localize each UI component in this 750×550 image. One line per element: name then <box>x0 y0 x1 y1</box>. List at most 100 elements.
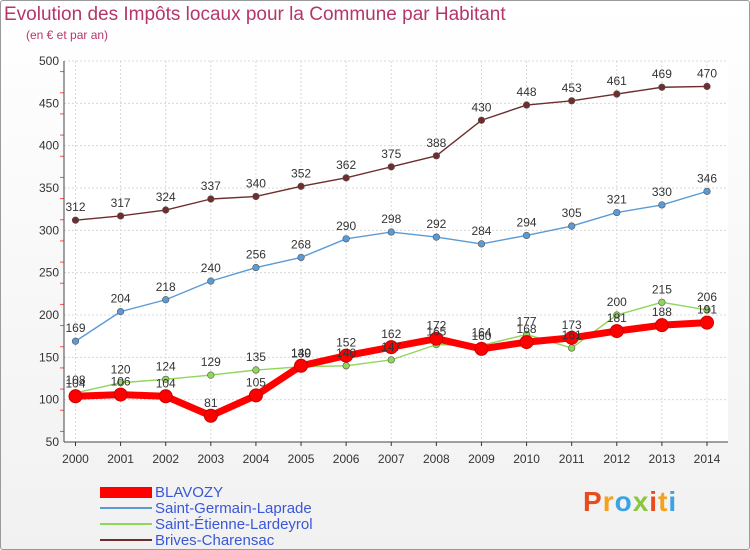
data-label: 177 <box>517 314 537 328</box>
x-tick-label: 2005 <box>288 452 315 466</box>
data-label: 165 <box>426 325 446 339</box>
data-point <box>117 379 125 387</box>
data-label: 321 <box>607 193 627 207</box>
data-point <box>613 90 621 98</box>
data-point <box>252 263 260 272</box>
logo-letter: o <box>614 486 633 517</box>
data-label: 461 <box>607 74 627 88</box>
data-label: 305 <box>562 206 582 220</box>
data-label: 298 <box>381 212 401 226</box>
x-tick-label: 2004 <box>243 452 270 466</box>
data-point <box>162 375 170 383</box>
y-tick-label: 250 <box>39 266 59 280</box>
x-tick-label: 2007 <box>378 452 405 466</box>
logo-letter: t <box>658 486 669 517</box>
data-label: 256 <box>246 248 266 262</box>
data-label: 292 <box>426 217 446 231</box>
data-label: 104 <box>156 376 176 390</box>
data-point <box>71 216 80 224</box>
data-point <box>474 341 489 356</box>
data-point <box>248 388 263 403</box>
data-point <box>294 358 309 373</box>
data-point <box>658 83 666 91</box>
data-point <box>613 208 621 217</box>
data-point <box>207 195 215 203</box>
data-label: 284 <box>471 224 491 238</box>
data-point <box>700 315 714 330</box>
data-label: 106 <box>111 375 131 389</box>
logo-letter: i <box>668 486 678 517</box>
data-point <box>384 340 399 355</box>
data-point <box>477 116 486 124</box>
y-tick-label: 400 <box>39 139 59 153</box>
legend-item: Saint-Germain-Laprade <box>100 499 312 517</box>
data-label: 312 <box>65 200 85 214</box>
data-point <box>568 97 576 105</box>
data-point <box>568 344 576 352</box>
data-point <box>432 233 440 241</box>
data-label: 164 <box>471 325 491 339</box>
data-point <box>342 362 350 370</box>
logo-letter: x <box>632 486 650 517</box>
data-point <box>113 387 128 402</box>
data-label: 215 <box>652 282 672 296</box>
data-label: 147 <box>381 340 401 354</box>
data-point <box>519 335 534 350</box>
data-label: 105 <box>246 375 266 389</box>
data-label: 448 <box>517 85 537 99</box>
data-label: 162 <box>381 327 401 341</box>
data-point <box>387 356 395 364</box>
data-label: 81 <box>204 396 218 410</box>
data-point <box>158 389 173 404</box>
data-label: 268 <box>291 237 311 251</box>
x-tick-label: 2014 <box>694 452 721 466</box>
data-label: 173 <box>562 318 582 332</box>
data-label: 181 <box>607 311 627 325</box>
data-point <box>252 192 260 201</box>
data-point <box>117 212 125 220</box>
data-label: 108 <box>65 373 85 387</box>
data-label: 140 <box>291 346 311 360</box>
data-point <box>703 187 711 195</box>
chart-subtitle: (en € et par an) <box>26 28 109 42</box>
legend-label: Saint-Germain-Laprade <box>155 499 312 517</box>
data-label: 152 <box>336 336 356 350</box>
data-label: 129 <box>201 355 221 369</box>
y-tick-label: 150 <box>39 350 59 364</box>
data-label: 388 <box>426 136 446 150</box>
logo-letter: i <box>649 486 659 517</box>
data-label: 124 <box>156 359 176 373</box>
data-point <box>522 231 531 240</box>
data-label: 160 <box>471 329 491 343</box>
legend-label: Saint-Étienne-Lardeyrol <box>155 515 313 533</box>
data-label: 346 <box>697 171 717 185</box>
data-label: 104 <box>65 376 85 390</box>
y-tick-label: 350 <box>39 181 59 195</box>
legend-item: Saint-Étienne-Lardeyrol <box>100 515 313 533</box>
data-point <box>117 308 125 316</box>
legend-swatch <box>100 539 152 541</box>
data-label: 139 <box>291 347 311 361</box>
data-point <box>207 277 215 285</box>
data-point <box>654 318 669 333</box>
x-tick-label: 2010 <box>513 452 540 466</box>
data-point <box>477 240 486 248</box>
data-point <box>432 152 440 160</box>
data-point <box>522 101 531 109</box>
data-point <box>613 311 621 319</box>
data-label: 375 <box>381 147 401 161</box>
x-tick-label: 2001 <box>107 452 134 466</box>
data-point <box>658 298 666 306</box>
data-point <box>207 371 215 379</box>
legend-label: BLAVOZY <box>155 483 224 501</box>
legend-item: Brives-Charensac <box>100 532 274 549</box>
data-point <box>387 228 395 236</box>
x-tick-label: 2000 <box>62 452 89 466</box>
data-point <box>387 163 395 171</box>
data-point <box>342 235 350 243</box>
data-label: 352 <box>291 166 311 180</box>
data-label: 168 <box>517 322 537 336</box>
data-point <box>252 366 260 374</box>
data-label: 362 <box>336 158 356 172</box>
data-label: 135 <box>246 350 266 364</box>
